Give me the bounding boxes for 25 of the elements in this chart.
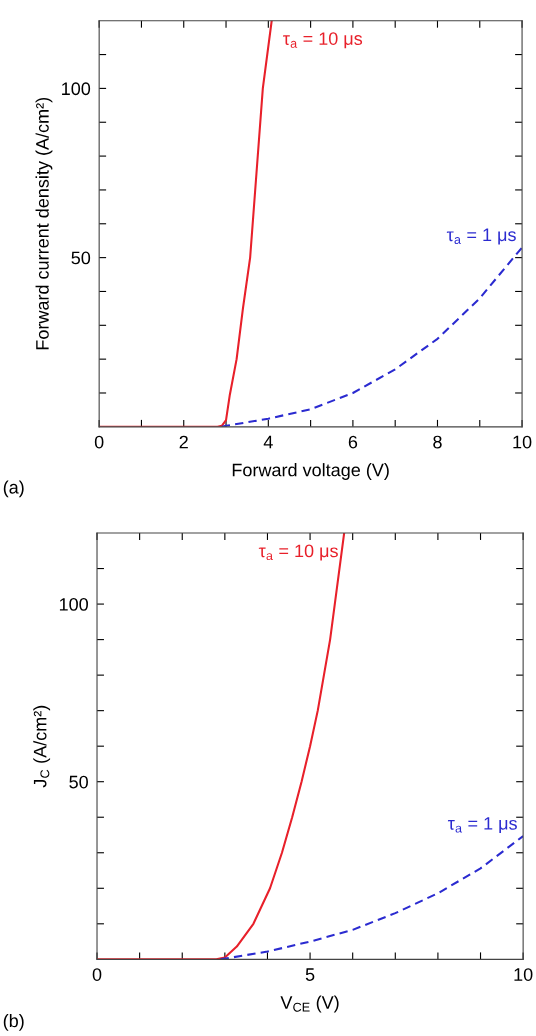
y-tick-label: 100	[59, 598, 88, 611]
text: (a)	[3, 480, 24, 498]
x-axis-title: Forward voltage (V)	[232, 463, 389, 480]
x-tick-label: 0	[92, 968, 102, 981]
y-tick-label: 100	[62, 82, 91, 96]
x-tick-label: 10	[513, 435, 532, 449]
y-axis-title: J$_{C}$ (A/cm²)	[33, 705, 51, 788]
text: (b)	[3, 1013, 24, 1031]
x-tick-label: 4	[263, 435, 273, 449]
x-tick-label: 2	[179, 435, 188, 449]
x-tick-label: 5	[305, 968, 315, 981]
x-tick-label: 10	[514, 968, 533, 981]
series-label: τ$_{a}$ = 10 μs	[258, 544, 338, 561]
x-axis-title: V$_{CE}$ (V)	[280, 995, 339, 1013]
y-tick-label: 50	[69, 775, 88, 789]
series-label: τ$_{a}$ = 1 μs	[447, 817, 517, 834]
line-series	[220, 246, 523, 427]
y-axis-title: Forward current density (A/cm²)	[35, 97, 53, 350]
series-label: τ$_{a}$ = 10 μs	[283, 32, 363, 49]
y-tick-label: 50	[71, 251, 91, 265]
line-series	[219, 835, 524, 960]
series-label: τ$_{a}$ = 1 μs	[446, 228, 516, 245]
x-tick-label: 6	[348, 435, 358, 449]
x-tick-label: 8	[433, 435, 442, 449]
x-tick-label: 0	[94, 435, 104, 449]
